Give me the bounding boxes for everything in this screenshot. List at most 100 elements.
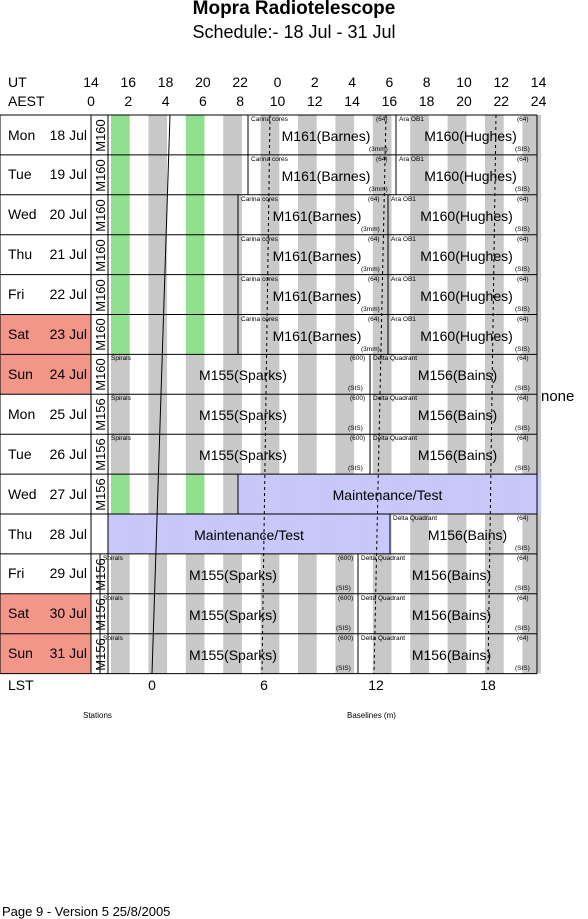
block-count: (64) — [517, 515, 529, 522]
block-source: Spirals — [103, 554, 123, 562]
block-label: M155(Sparks) — [189, 566, 277, 583]
block-source: Delta Quadrant — [361, 554, 406, 562]
time-band — [148, 593, 168, 634]
time-band — [485, 633, 504, 674]
block-label: M161(Barnes) — [272, 287, 362, 304]
time-band — [223, 474, 242, 514]
time-band — [260, 194, 280, 235]
time-band — [298, 514, 317, 554]
time-band — [260, 234, 280, 275]
block-label: M155(Sparks) — [199, 447, 287, 464]
time-band — [335, 474, 355, 514]
block-band: (SIS) — [515, 664, 530, 672]
time-band — [410, 514, 429, 554]
time-band — [485, 354, 504, 395]
station-label: M160 — [93, 318, 108, 352]
time-band — [148, 354, 168, 395]
time-band — [522, 274, 542, 315]
time-band — [447, 194, 467, 235]
block-count: (64) — [517, 355, 529, 363]
block-source: Delta Quadrant — [361, 634, 406, 642]
block-label: M155(Sparks) — [199, 367, 287, 384]
time-band — [485, 474, 504, 514]
time-band — [111, 274, 130, 315]
time-band — [485, 115, 504, 155]
block-label: M160(Hughes) — [424, 167, 517, 184]
lst-tick: 12 — [368, 677, 384, 693]
time-band — [111, 314, 130, 355]
day-name: Sat — [8, 605, 30, 622]
day-label: Mon 18 Jul — [2, 115, 90, 154]
time-band — [111, 553, 130, 594]
block-band: (SIS) — [348, 385, 363, 393]
side-note: none — [541, 388, 575, 405]
time-band — [522, 115, 542, 155]
time-band — [223, 234, 242, 275]
day-name: Wed — [8, 485, 37, 502]
ut-tick: 14 — [83, 74, 99, 90]
time-band — [335, 274, 355, 315]
day-date: 29 Jul — [49, 565, 87, 582]
time-band — [148, 194, 168, 235]
block-count: (64) — [517, 634, 529, 642]
time-band — [335, 514, 355, 554]
station-label: M160 — [93, 278, 108, 312]
block-band: (3mm) — [361, 265, 380, 273]
time-band — [335, 194, 355, 235]
weekend-cell — [0, 314, 91, 355]
time-band — [260, 514, 280, 554]
time-band — [298, 154, 317, 195]
block-band: (SIS) — [348, 425, 363, 433]
time-band — [485, 274, 504, 315]
aest-tick: 10 — [269, 93, 286, 109]
time-band — [185, 274, 205, 315]
block-count: (600) — [350, 355, 366, 363]
block-count: (64) — [517, 155, 529, 163]
lst-tick: 6 — [260, 677, 268, 693]
station-label: M156 — [93, 438, 108, 471]
day-date: 23 Jul — [49, 326, 87, 342]
station-label: M156 — [93, 478, 108, 511]
block-label: M161(Barnes) — [281, 128, 371, 144]
time-band — [410, 274, 429, 315]
time-band — [185, 633, 205, 674]
time-band — [372, 434, 392, 475]
time-band — [148, 274, 168, 315]
day-name: Sat — [8, 326, 30, 342]
block-count: (600) — [338, 634, 354, 642]
aest-tick: 14 — [344, 93, 360, 109]
ut-tick: 16 — [120, 74, 137, 90]
time-band — [148, 394, 168, 435]
maintenance-label: Maintenance/Test — [332, 487, 443, 504]
time-band — [522, 593, 542, 634]
time-band — [485, 314, 504, 355]
block-band: (3mm) — [369, 146, 388, 153]
baselines-label: Baselines (m) — [347, 711, 396, 720]
time-band — [335, 593, 355, 634]
day-label: Mon 25 Jul — [2, 394, 90, 433]
ut-tick: 0 — [273, 74, 282, 90]
time-band — [335, 434, 355, 475]
time-band — [260, 274, 280, 315]
time-band — [335, 633, 355, 674]
block-band: (SIS) — [515, 465, 530, 473]
time-band — [111, 194, 130, 235]
time-band — [298, 633, 317, 674]
time-band — [522, 194, 542, 235]
day-label: Thu 28 Jul — [2, 514, 90, 553]
lst-label: LST — [8, 677, 34, 693]
day-name: Mon — [8, 126, 36, 143]
time-band — [372, 593, 392, 634]
time-band — [410, 474, 429, 514]
time-band — [335, 154, 355, 195]
time-band — [111, 154, 130, 195]
time-band — [522, 474, 542, 514]
block-band: (3mm) — [361, 345, 380, 353]
block-band: (SIS) — [515, 545, 530, 552]
time-band — [447, 434, 467, 475]
station-label: M160 — [93, 198, 108, 232]
time-band — [447, 593, 467, 634]
time-band — [185, 234, 205, 275]
time-band — [298, 394, 317, 435]
time-band — [298, 434, 317, 475]
